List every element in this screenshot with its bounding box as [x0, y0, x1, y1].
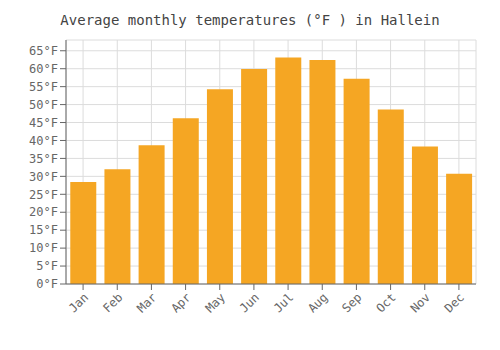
svg-text:40°F: 40°F	[29, 134, 58, 148]
svg-text:Feb: Feb	[100, 290, 125, 315]
svg-text:Dec: Dec	[442, 290, 467, 315]
svg-text:20°F: 20°F	[29, 205, 58, 219]
svg-text:60°F: 60°F	[29, 62, 58, 76]
svg-text:50°F: 50°F	[29, 98, 58, 112]
svg-text:Oct: Oct	[373, 290, 398, 315]
html-text:Average monthly temperatures (: Average monthly temperatures (°F ) in Ha…	[60, 12, 440, 28]
svg-text:55°F: 55°F	[29, 80, 58, 94]
svg-text:10°F: 10°F	[29, 241, 58, 255]
svg-text:Nov: Nov	[408, 290, 433, 315]
svg-text:Aug: Aug	[305, 290, 330, 315]
svg-text:35°F: 35°F	[29, 152, 58, 166]
svg-text:0°F: 0°F	[36, 277, 58, 291]
svg-text:25°F: 25°F	[29, 188, 58, 202]
svg-text:65°F: 65°F	[29, 44, 58, 58]
svg-text:15°F: 15°F	[29, 223, 58, 237]
svg-text:May: May	[203, 290, 228, 315]
svg-text:Apr: Apr	[168, 290, 193, 315]
svg-text:Jan: Jan	[66, 290, 91, 315]
svg-text:5°F: 5°F	[36, 259, 58, 273]
svg-text:Jul: Jul	[271, 290, 296, 315]
svg-text:Mar: Mar	[134, 290, 159, 315]
svg-text:45°F: 45°F	[29, 116, 58, 130]
svg-text:Sep: Sep	[339, 290, 364, 315]
svg-text:30°F: 30°F	[29, 170, 58, 184]
svg-text:Jun: Jun	[237, 290, 262, 315]
